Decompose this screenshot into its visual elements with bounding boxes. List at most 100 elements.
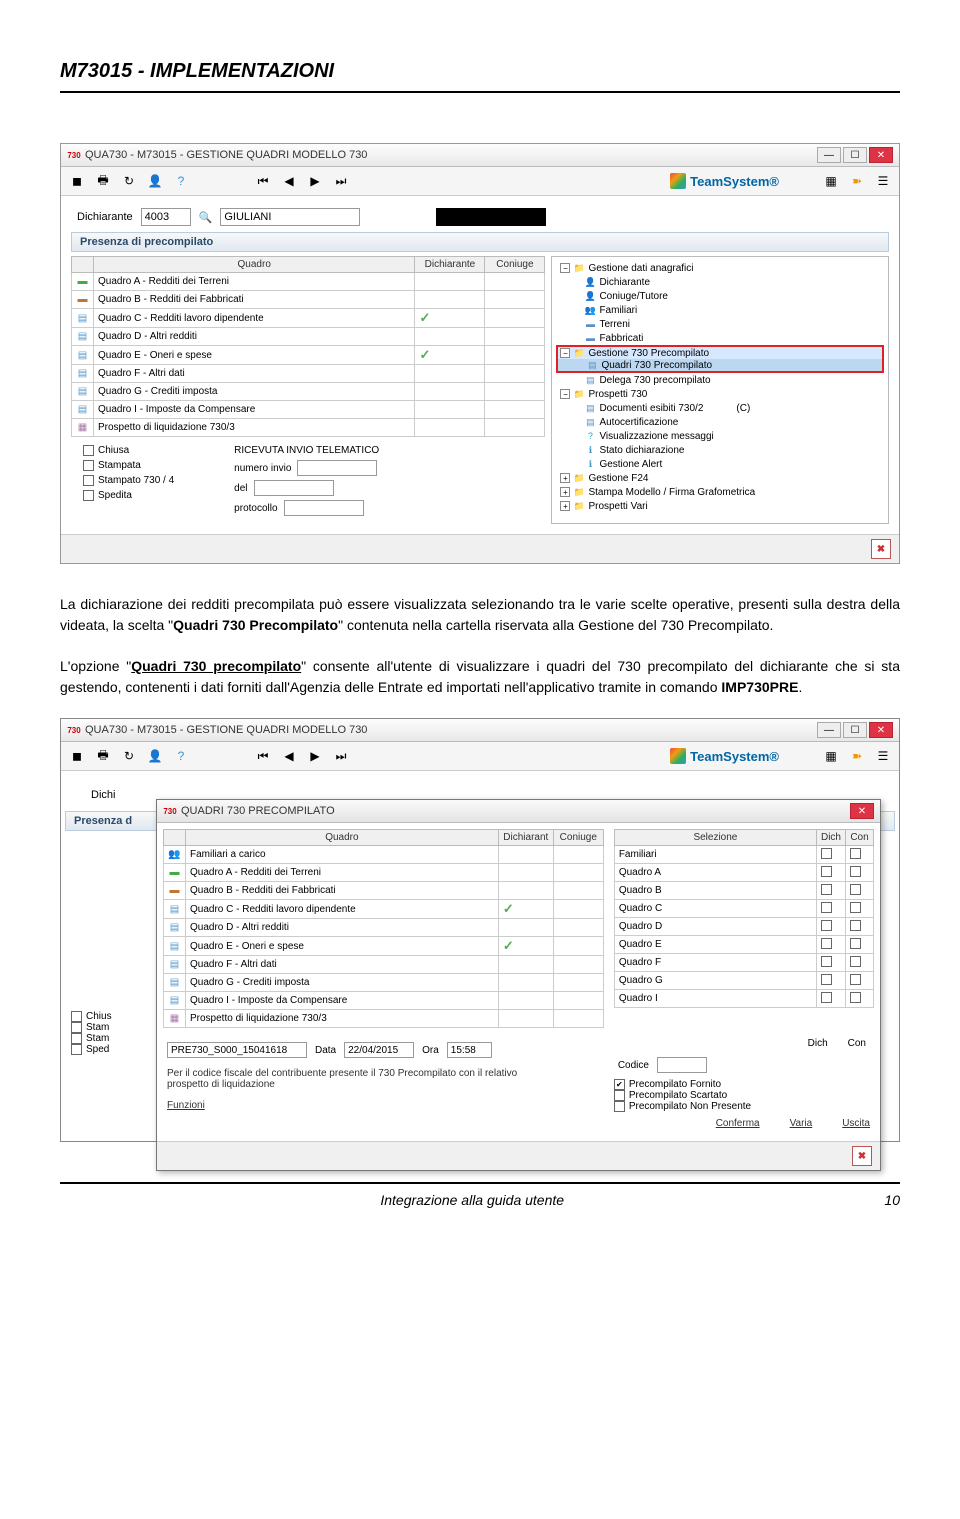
table-row: ▬Quadro B - Redditi dei Fabbricati [72,291,545,309]
window-title: QUA730 - M73015 - GESTIONE QUADRI MODELL… [85,149,817,161]
expander-icon[interactable]: − [560,263,570,273]
list-icon[interactable]: ☰ [873,171,893,191]
row-icon: ▤ [78,386,87,397]
paragraph-2: L'opzione "Quadri 730 precompilato" cons… [60,656,900,698]
table-row: ▬Quadro A - Redditi dei Terreni [72,273,545,291]
file-icon: ▤ [586,359,598,371]
codice-input[interactable] [657,1057,707,1073]
chk-chiusa[interactable] [83,445,94,456]
sel-chk[interactable] [821,866,832,877]
sel-chk[interactable] [821,902,832,913]
chk-scartato[interactable] [614,1090,625,1101]
sel-chk[interactable] [850,992,861,1003]
chk-stampata[interactable] [83,460,94,471]
help-icon[interactable]: ? [171,171,191,191]
sel-chk[interactable] [850,902,861,913]
chk-spedita[interactable] [83,490,94,501]
file-icon: ▬ [584,318,596,330]
sel-chk[interactable] [821,848,832,859]
data-input[interactable] [344,1042,414,1058]
sel-chk[interactable] [850,974,861,985]
varia-button[interactable]: Varia [790,1118,813,1129]
numero-input[interactable] [297,460,377,476]
sel-chk[interactable] [850,884,861,895]
next-icon[interactable]: ▶ [305,171,325,191]
sel-chk[interactable] [821,884,832,895]
close-icon[interactable]: ✖ [871,539,891,559]
first-icon[interactable]: ⏮ [253,171,273,191]
sel-chk[interactable] [821,956,832,967]
sel-chk[interactable] [821,920,832,931]
uscita-button[interactable]: Uscita [842,1118,870,1129]
del-input[interactable] [254,480,334,496]
folder-icon: 📁 [573,486,585,498]
sel-chk[interactable] [850,866,861,877]
protocollo-input[interactable] [284,500,364,516]
expander-icon[interactable]: + [560,487,570,497]
expander-icon[interactable]: + [560,473,570,483]
stop-icon[interactable]: ◼ [67,171,87,191]
row-icon: ▤ [170,904,179,915]
last-icon[interactable]: ⏭ [331,746,351,766]
export-icon[interactable]: ➽ [847,171,867,191]
row-icon: ▤ [170,995,179,1006]
sel-chk[interactable] [850,920,861,931]
last-icon[interactable]: ⏭ [331,171,351,191]
user-icon[interactable]: 👤 [145,171,165,191]
funzioni-button[interactable]: Funzioni [167,1100,205,1111]
user-icon[interactable]: 👤 [145,746,165,766]
search-icon[interactable]: 🔍 [199,211,213,224]
ora-input[interactable] [447,1042,492,1058]
close-button[interactable]: ✕ [869,147,893,163]
expander-icon[interactable]: − [560,389,570,399]
help-icon[interactable]: ? [171,746,191,766]
row-icon: ▤ [170,922,179,933]
next-icon[interactable]: ▶ [305,746,325,766]
first-icon[interactable]: ⏮ [253,746,273,766]
file-icon: ▤ [584,402,596,414]
chk-stampato[interactable] [83,475,94,486]
titlebar: 730 QUA730 - M73015 - GESTIONE QUADRI MO… [61,719,899,742]
doc-icon[interactable]: ▦ [821,746,841,766]
page-footer: Integrazione alla guida utente 10 [60,1182,900,1208]
expander-icon[interactable]: − [560,348,570,358]
modal-quadri-table: QuadroDichiarantConiuge 👥Familiari a car… [163,829,604,1028]
minimize-button[interactable]: — [817,722,841,738]
sel-chk[interactable] [821,938,832,949]
prev-icon[interactable]: ◀ [279,171,299,191]
row-icon: ▦ [78,422,87,433]
sel-chk[interactable] [821,992,832,1003]
list-icon[interactable]: ☰ [873,746,893,766]
prev-icon[interactable]: ◀ [279,746,299,766]
refresh-icon[interactable]: ↻ [119,746,139,766]
close-button[interactable]: ✕ [850,803,874,819]
close-button[interactable]: ✕ [869,722,893,738]
print-icon[interactable]: 🖶 [93,746,113,766]
dichiarante-code[interactable] [141,208,191,226]
chk-fornito[interactable]: ✔ [614,1079,625,1090]
sel-chk[interactable] [850,848,861,859]
sel-chk[interactable] [821,974,832,985]
table-row: ▬Quadro A - Redditi dei Terreni [164,864,604,882]
file-icon: ℹ [584,444,596,456]
sel-chk[interactable] [850,956,861,967]
minimize-button[interactable]: — [817,147,841,163]
dichiarante-name[interactable] [220,208,360,226]
refresh-icon[interactable]: ↻ [119,171,139,191]
close-icon[interactable]: ✖ [852,1146,872,1166]
table-row: ▤Quadro D - Altri redditi [72,328,545,346]
window-title: QUA730 - M73015 - GESTIONE QUADRI MODELL… [85,724,817,736]
expander-icon[interactable]: + [560,501,570,511]
export-icon[interactable]: ➽ [847,746,867,766]
maximize-button[interactable]: ☐ [843,147,867,163]
chk-nonpresente[interactable] [614,1101,625,1112]
conferma-button[interactable]: Conferma [716,1118,760,1129]
filecode-input[interactable] [167,1042,307,1058]
print-icon[interactable]: 🖶 [93,171,113,191]
doc-icon[interactable]: ▦ [821,171,841,191]
page-number: 10 [884,1192,900,1208]
sel-chk[interactable] [850,938,861,949]
stop-icon[interactable]: ◼ [67,746,87,766]
maximize-button[interactable]: ☐ [843,722,867,738]
table-row: ▬Quadro B - Redditi dei Fabbricati [164,882,604,900]
